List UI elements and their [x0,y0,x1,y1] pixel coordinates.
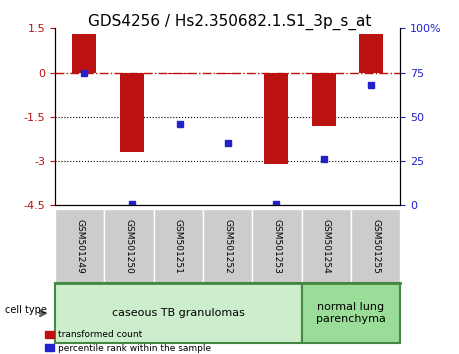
Text: GSM501254: GSM501254 [321,219,330,273]
Text: normal lung
parenchyma: normal lung parenchyma [315,302,385,324]
Text: GDS4256 / Hs2.350682.1.S1_3p_s_at: GDS4256 / Hs2.350682.1.S1_3p_s_at [88,14,371,30]
Bar [263,73,287,164]
Text: cell type: cell type [5,305,46,315]
Text: GSM501251: GSM501251 [174,218,183,274]
Bar [311,73,335,126]
Bar [215,73,239,74]
Legend: transformed count, percentile rank within the sample: transformed count, percentile rank withi… [41,327,215,354]
Text: GSM501250: GSM501250 [124,218,133,274]
Text: caseous TB granulomas: caseous TB granulomas [112,308,244,318]
Text: GSM501252: GSM501252 [223,219,232,273]
Bar [72,34,96,73]
Bar [168,73,191,74]
Text: GSM501249: GSM501249 [75,219,84,273]
Bar [120,73,144,152]
Bar [358,34,383,73]
Text: GSM501253: GSM501253 [272,218,281,274]
Text: GSM501255: GSM501255 [370,218,379,274]
